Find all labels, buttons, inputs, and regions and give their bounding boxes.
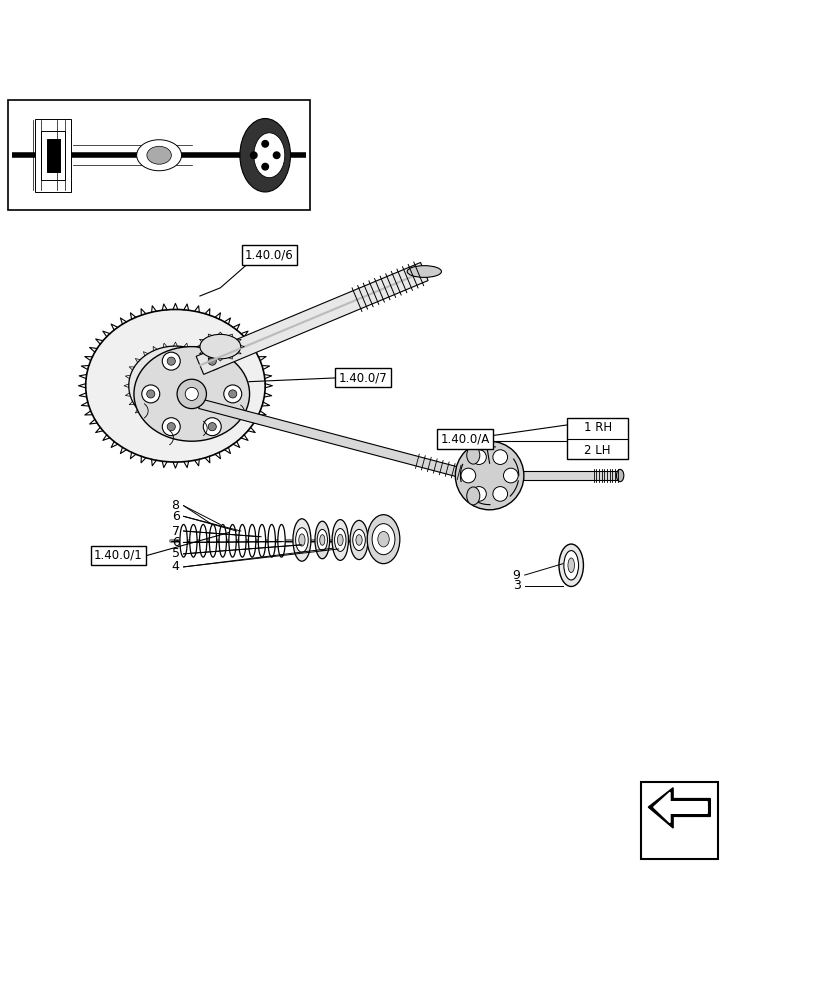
Ellipse shape [190, 524, 197, 557]
Ellipse shape [335, 529, 346, 551]
Ellipse shape [268, 524, 276, 557]
Polygon shape [648, 788, 710, 828]
Ellipse shape [407, 266, 441, 277]
Text: 4: 4 [171, 560, 180, 573]
Circle shape [142, 385, 160, 403]
Text: 1.40.0/A: 1.40.0/A [441, 432, 490, 445]
Ellipse shape [293, 519, 311, 561]
Ellipse shape [317, 529, 327, 551]
Circle shape [262, 163, 268, 170]
Ellipse shape [199, 524, 207, 557]
Ellipse shape [559, 544, 583, 586]
Ellipse shape [617, 469, 623, 482]
Ellipse shape [568, 558, 574, 573]
Ellipse shape [147, 146, 171, 164]
Bar [514, 471, 620, 480]
Ellipse shape [367, 515, 400, 564]
Ellipse shape [372, 524, 395, 555]
Circle shape [224, 385, 242, 403]
Text: 3: 3 [512, 579, 521, 592]
Ellipse shape [277, 524, 286, 557]
Ellipse shape [315, 521, 330, 559]
Circle shape [455, 441, 524, 510]
Bar [35, 119, 71, 192]
Circle shape [167, 423, 175, 431]
Bar [8, 100, 310, 210]
Ellipse shape [353, 529, 366, 551]
Polygon shape [196, 262, 428, 374]
Ellipse shape [180, 524, 187, 557]
Text: 6: 6 [171, 510, 180, 523]
Ellipse shape [254, 133, 285, 178]
Text: 1 RH: 1 RH [583, 421, 612, 434]
Ellipse shape [240, 119, 290, 192]
Ellipse shape [129, 346, 222, 425]
Circle shape [262, 141, 268, 147]
Ellipse shape [299, 534, 305, 546]
Circle shape [208, 423, 216, 431]
Ellipse shape [295, 528, 308, 552]
Circle shape [503, 468, 518, 483]
Circle shape [472, 450, 486, 464]
Ellipse shape [137, 140, 181, 171]
Polygon shape [198, 399, 467, 479]
Ellipse shape [86, 309, 265, 462]
Circle shape [203, 352, 221, 370]
Ellipse shape [258, 524, 266, 557]
Circle shape [162, 418, 180, 436]
Circle shape [162, 352, 180, 370]
Circle shape [493, 450, 508, 464]
Ellipse shape [356, 535, 362, 545]
Ellipse shape [219, 524, 227, 557]
Bar [641, 782, 718, 859]
Ellipse shape [320, 535, 325, 545]
Text: 9: 9 [512, 569, 521, 582]
Ellipse shape [134, 347, 250, 441]
Ellipse shape [338, 534, 344, 546]
Circle shape [147, 390, 155, 398]
Ellipse shape [200, 334, 241, 359]
Ellipse shape [239, 524, 246, 557]
Text: 1.40.0/1: 1.40.0/1 [94, 549, 143, 562]
Ellipse shape [209, 524, 217, 557]
Polygon shape [654, 792, 707, 823]
Text: 1.40.0/7: 1.40.0/7 [339, 371, 388, 384]
Circle shape [203, 418, 221, 436]
Circle shape [177, 379, 206, 409]
Circle shape [273, 152, 280, 159]
Circle shape [208, 357, 216, 365]
Text: 6: 6 [171, 536, 180, 549]
Circle shape [461, 468, 476, 483]
Text: 8: 8 [171, 499, 180, 512]
Text: 2 LH: 2 LH [584, 444, 611, 457]
Circle shape [472, 487, 486, 501]
Bar [47, 139, 60, 172]
Ellipse shape [248, 524, 256, 557]
Ellipse shape [467, 487, 480, 505]
Circle shape [251, 152, 257, 159]
Ellipse shape [378, 531, 389, 547]
Text: 7: 7 [171, 525, 180, 538]
Ellipse shape [228, 524, 237, 557]
Ellipse shape [332, 520, 348, 560]
Ellipse shape [467, 446, 480, 464]
Circle shape [167, 357, 175, 365]
Ellipse shape [564, 551, 579, 580]
Text: 1.40.0/6: 1.40.0/6 [245, 249, 294, 262]
Circle shape [185, 387, 198, 400]
Text: 5: 5 [171, 547, 180, 560]
Ellipse shape [350, 520, 368, 560]
Bar [567, 418, 628, 459]
Bar [41, 131, 65, 180]
Circle shape [228, 390, 237, 398]
Circle shape [493, 487, 508, 501]
